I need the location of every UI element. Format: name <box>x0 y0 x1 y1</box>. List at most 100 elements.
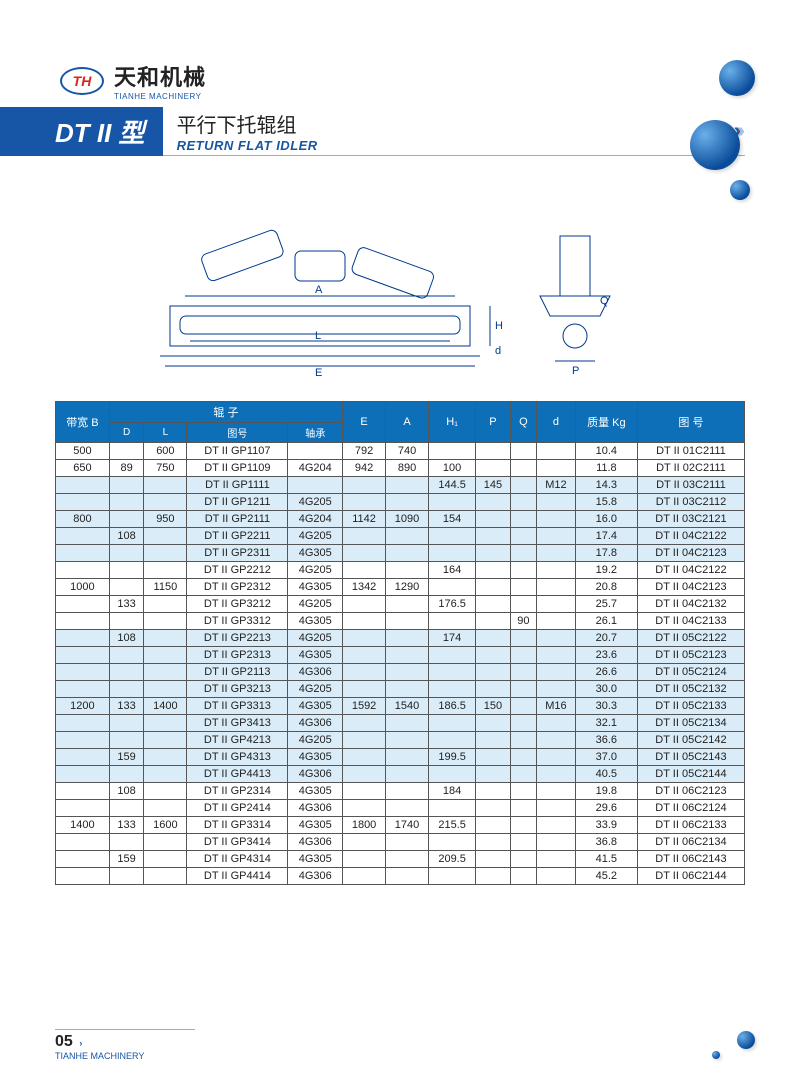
table-row: DT II GP44144G30645.2DT II 06C2144 <box>56 868 745 885</box>
cell-kg: 15.8 <box>575 494 637 511</box>
cell-B <box>56 800 110 817</box>
cell-tuhao2: DT II 05C2124 <box>637 664 744 681</box>
cell-d <box>537 511 576 528</box>
cell-H <box>429 664 476 681</box>
cell-d: M12 <box>537 477 576 494</box>
cell-tuhao1: DT II GP2314 <box>187 783 288 800</box>
cell-tuhao1: DT II GP1109 <box>187 460 288 477</box>
cell-d <box>537 817 576 834</box>
table-row: DT II GP22124G20516419.2DT II 04C2122 <box>56 562 745 579</box>
cell-E <box>343 596 386 613</box>
table-row: 65089750DT II GP11094G20494289010011.8DT… <box>56 460 745 477</box>
cell-d <box>537 766 576 783</box>
cell-P <box>476 732 511 749</box>
cell-H <box>429 443 476 460</box>
cell-D <box>109 868 144 885</box>
cell-tuhao1: DT II GP2414 <box>187 800 288 817</box>
cell-d <box>537 443 576 460</box>
cell-kg: 17.4 <box>575 528 637 545</box>
cell-d <box>537 800 576 817</box>
cell-Q <box>510 817 536 834</box>
cell-P <box>476 596 511 613</box>
cell-B: 650 <box>56 460 110 477</box>
cell-tuhao2: DT II 04C2122 <box>637 562 744 579</box>
title-cn: 平行下托辊组 <box>177 109 318 138</box>
cell-d <box>537 732 576 749</box>
cell-A <box>386 664 429 681</box>
col-Q: Q <box>510 402 536 443</box>
cell-tuhao1: DT II GP1211 <box>187 494 288 511</box>
cell-zc: 4G305 <box>288 613 343 630</box>
chevron-icon: › <box>79 1038 82 1048</box>
cell-zc: 4G204 <box>288 511 343 528</box>
model-label: DT II 型 <box>0 107 163 156</box>
cell-H: 209.5 <box>429 851 476 868</box>
sphere-decoration <box>690 120 740 170</box>
col-E: E <box>343 402 386 443</box>
cell-D: 89 <box>109 460 144 477</box>
cell-tuhao2: DT II 06C2133 <box>637 817 744 834</box>
cell-zc: 4G305 <box>288 817 343 834</box>
cell-L <box>144 681 187 698</box>
cell-Q <box>510 868 536 885</box>
cell-P <box>476 766 511 783</box>
cell-Q <box>510 562 536 579</box>
cell-E: 1342 <box>343 579 386 596</box>
cell-tuhao2: DT II 02C2111 <box>637 460 744 477</box>
cell-D: 108 <box>109 630 144 647</box>
title-band: DT II 型 平行下托辊组 RETURN FLAT IDLER ›››››››… <box>0 107 745 156</box>
cell-P <box>476 664 511 681</box>
cell-D <box>109 766 144 783</box>
logo-cn: 天和机械 <box>114 60 206 92</box>
cell-tuhao1: DT II GP3312 <box>187 613 288 630</box>
cell-d <box>537 528 576 545</box>
cell-D <box>109 443 144 460</box>
cell-Q <box>510 494 536 511</box>
cell-D: 108 <box>109 528 144 545</box>
table-row: 133DT II GP32124G205176.525.7DT II 04C21… <box>56 596 745 613</box>
cell-tuhao2: DT II 03C2111 <box>637 477 744 494</box>
cell-D <box>109 800 144 817</box>
cell-Q <box>510 698 536 715</box>
cell-P <box>476 800 511 817</box>
cell-tuhao1: DT II GP3213 <box>187 681 288 698</box>
cell-tuhao2: DT II 06C2124 <box>637 800 744 817</box>
cell-E <box>343 630 386 647</box>
cell-d <box>537 681 576 698</box>
cell-zc: 4G205 <box>288 494 343 511</box>
cell-Q <box>510 511 536 528</box>
cell-D <box>109 715 144 732</box>
cell-tuhao1: DT II GP4313 <box>187 749 288 766</box>
cell-P <box>476 681 511 698</box>
cell-zc: 4G305 <box>288 749 343 766</box>
cell-zc: 4G305 <box>288 783 343 800</box>
cell-zc: 4G205 <box>288 596 343 613</box>
cell-Q <box>510 579 536 596</box>
svg-text:d: d <box>495 345 501 357</box>
table-row: DT II GP23114G30517.8DT II 04C2123 <box>56 545 745 562</box>
cell-H <box>429 528 476 545</box>
cell-D <box>109 545 144 562</box>
cell-tuhao2: DT II 05C2143 <box>637 749 744 766</box>
cell-B: 1200 <box>56 698 110 715</box>
cell-Q <box>510 664 536 681</box>
cell-tuhao1: DT II GP2311 <box>187 545 288 562</box>
cell-d <box>537 630 576 647</box>
table-row: DT II GP34134G30632.1DT II 05C2134 <box>56 715 745 732</box>
cell-H <box>429 834 476 851</box>
cell-tuhao2: DT II 04C2132 <box>637 596 744 613</box>
cell-E <box>343 749 386 766</box>
cell-zc: 4G306 <box>288 715 343 732</box>
cell-B <box>56 545 110 562</box>
cell-tuhao2: DT II 06C2123 <box>637 783 744 800</box>
cell-P <box>476 579 511 596</box>
cell-Q <box>510 460 536 477</box>
cell-A <box>386 851 429 868</box>
cell-zc: 4G305 <box>288 698 343 715</box>
cell-tuhao1: DT II GP4314 <box>187 851 288 868</box>
cell-P: 150 <box>476 698 511 715</box>
cell-P <box>476 562 511 579</box>
table-row: DT II GP34144G30636.8DT II 06C2134 <box>56 834 745 851</box>
cell-A <box>386 647 429 664</box>
cell-D: 133 <box>109 817 144 834</box>
